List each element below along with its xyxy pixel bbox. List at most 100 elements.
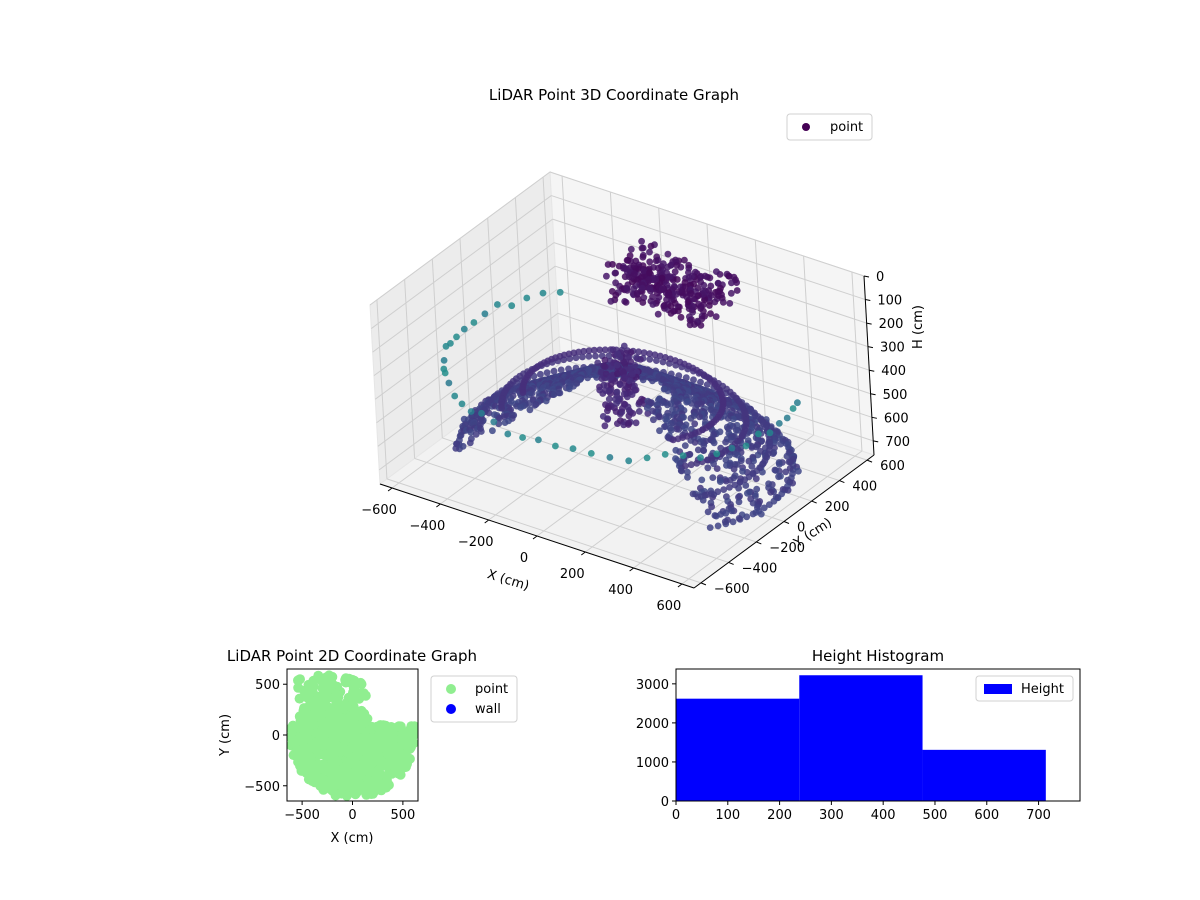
plot-3d-point bbox=[731, 450, 739, 458]
plot-3d-point bbox=[640, 267, 648, 275]
plot-2d-x-tick-label: −500 bbox=[284, 808, 320, 823]
plot-3d-point bbox=[704, 508, 712, 516]
plot-3d-point bbox=[742, 442, 750, 450]
plot-3d-point bbox=[625, 407, 633, 414]
plot-3d-point bbox=[638, 237, 645, 245]
plot-2d-legend-marker-wall bbox=[446, 704, 456, 714]
plot-3d-gridline-x bbox=[803, 255, 815, 436]
plot-3d-point bbox=[579, 353, 586, 361]
plot-3d-point bbox=[672, 446, 680, 454]
plot-3d-point bbox=[627, 245, 635, 253]
plot-3d-h-tick-label: 200 bbox=[879, 317, 904, 332]
plot-3d-gridline-y bbox=[514, 197, 526, 377]
plot-2d-point bbox=[316, 709, 327, 719]
plot-3d-point bbox=[728, 279, 735, 287]
plot-3d-point bbox=[569, 445, 577, 452]
plot-3d-point bbox=[698, 476, 706, 484]
plot-3d-point bbox=[783, 414, 791, 422]
plot-3d-point bbox=[736, 479, 744, 486]
plot-2d-point bbox=[311, 700, 322, 711]
plot-2d-point bbox=[307, 766, 318, 777]
plot-3d-point bbox=[789, 479, 796, 487]
plot-3d-point bbox=[592, 352, 599, 360]
plot-3d-point bbox=[445, 379, 453, 387]
plot-3d-h-tick bbox=[863, 275, 870, 278]
plot-3d-point bbox=[726, 452, 733, 459]
plot-3d-point bbox=[783, 452, 791, 460]
plot-3d-point bbox=[653, 357, 660, 364]
plot-3d-point bbox=[679, 452, 687, 459]
plot-3d-point bbox=[638, 284, 646, 292]
plot-3d-x-tick bbox=[387, 487, 393, 492]
plot-3d-point bbox=[655, 413, 662, 420]
plot-2d-point bbox=[383, 769, 394, 780]
plot-3d-point bbox=[690, 280, 697, 288]
plot-3d-point bbox=[752, 475, 760, 483]
plot-3d-point bbox=[697, 454, 704, 462]
plot-3d-gridline-h bbox=[555, 265, 870, 371]
plot-3d-point bbox=[601, 346, 609, 354]
plot-3d-point bbox=[611, 269, 619, 277]
plot-3d-point bbox=[735, 515, 743, 522]
plot-3d-point bbox=[784, 476, 791, 484]
plot-3d-point bbox=[782, 468, 790, 476]
plot-3d-point bbox=[660, 385, 668, 393]
plot-3d-h-tick-label: 400 bbox=[881, 364, 906, 379]
plot-3d-point bbox=[665, 273, 672, 281]
plot-3d-point bbox=[795, 467, 802, 475]
plot-3d-point bbox=[707, 490, 715, 497]
plot-3d-point bbox=[667, 302, 675, 310]
plot-3d-gridline-y bbox=[442, 437, 757, 543]
plot-3d-point bbox=[620, 342, 628, 350]
plot-2d-point bbox=[344, 756, 355, 767]
plot-3d-point bbox=[625, 419, 633, 427]
plot-3d-point bbox=[682, 462, 689, 470]
plot-3d-point bbox=[684, 468, 691, 476]
plot-3d-gridline-x bbox=[561, 175, 573, 356]
plot-3d-point bbox=[442, 342, 450, 350]
plot-3d-point bbox=[726, 484, 733, 491]
plot-3d-point bbox=[498, 404, 505, 412]
histogram-title: Height Histogram bbox=[812, 647, 944, 665]
plot-3d-point bbox=[654, 289, 661, 297]
plot-3d-point bbox=[652, 257, 660, 265]
plot-2d-point bbox=[353, 737, 363, 748]
plot-3d-point bbox=[777, 440, 784, 448]
plot-3d-point bbox=[714, 522, 722, 530]
plot-3d-point bbox=[658, 274, 666, 282]
plot-3d-h-tick-label: 0 bbox=[876, 270, 884, 285]
plot-3d-point bbox=[695, 292, 702, 300]
plot-2d-point bbox=[297, 731, 308, 742]
plot-3d-point bbox=[727, 289, 735, 297]
plot-3d-point bbox=[612, 291, 620, 299]
plot-3d-point bbox=[649, 301, 657, 308]
plot-3d-point bbox=[537, 370, 544, 378]
histogram-x-tick-label: 600 bbox=[974, 808, 999, 823]
plot-3d-gridline-y bbox=[414, 457, 729, 563]
plot-3d-point bbox=[767, 488, 775, 496]
plot-3d-point bbox=[643, 404, 651, 412]
plot-2d-point bbox=[371, 741, 382, 752]
plot-3d-h-tick-label: 100 bbox=[877, 294, 902, 309]
plot-3d-y-tick-label: 400 bbox=[852, 480, 877, 495]
plot-3d-point bbox=[615, 395, 623, 403]
plot-3d-point bbox=[607, 297, 615, 305]
plot-3d-legend-marker bbox=[802, 123, 810, 131]
plot-3d-point bbox=[612, 279, 619, 287]
plot-3d-point bbox=[742, 482, 750, 489]
plot-3d-point bbox=[697, 278, 705, 286]
plot-2d-ticks: −500 0 500 −500 0 500 bbox=[244, 678, 415, 823]
plot-3d-gridline-y bbox=[386, 478, 702, 584]
histogram-x-tick-label: 200 bbox=[767, 808, 792, 823]
plot-3d-y-tick bbox=[783, 521, 790, 524]
plot-3d-x-tick-label: −600 bbox=[361, 503, 397, 518]
plot-3d-gridline-h bbox=[557, 312, 873, 418]
plot-2d-point bbox=[360, 690, 371, 701]
plot-3d-point bbox=[519, 389, 527, 396]
plot-3d-point bbox=[590, 346, 598, 354]
plot-3d-point bbox=[641, 365, 648, 373]
plot-3d-point bbox=[785, 458, 793, 466]
plot-3d-point bbox=[556, 389, 564, 397]
plot-3d-point bbox=[580, 347, 588, 355]
plot-2d-point bbox=[353, 747, 364, 758]
